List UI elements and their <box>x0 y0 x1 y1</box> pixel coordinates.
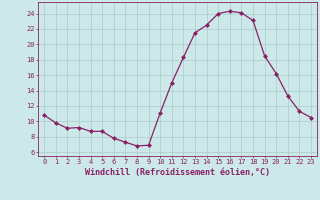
X-axis label: Windchill (Refroidissement éolien,°C): Windchill (Refroidissement éolien,°C) <box>85 168 270 177</box>
